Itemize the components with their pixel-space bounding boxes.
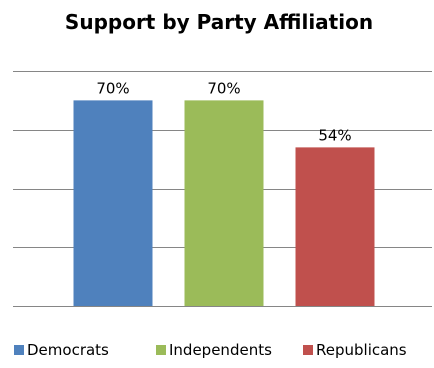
legend-label-republicans: Republicans [316,341,407,359]
legend: Democrats Independents Republicans [14,341,407,359]
data-label-independents: 70% [207,79,240,97]
legend-swatch-republicans [303,345,313,355]
legend-swatch-independents [156,345,166,355]
data-labels: 70% 70% 54% [96,79,351,144]
data-label-democrats: 70% [96,79,129,97]
legend-swatch-democrats [14,345,24,355]
bars [73,100,375,306]
legend-label-independents: Independents [169,341,272,359]
legend-label-democrats: Democrats [27,341,109,359]
data-label-republicans: 54% [318,126,351,144]
bar-republicans [295,147,375,306]
chart-title: Support by Party Affiliation [65,10,373,34]
bar-independents [184,100,264,306]
bar-democrats [73,100,153,306]
